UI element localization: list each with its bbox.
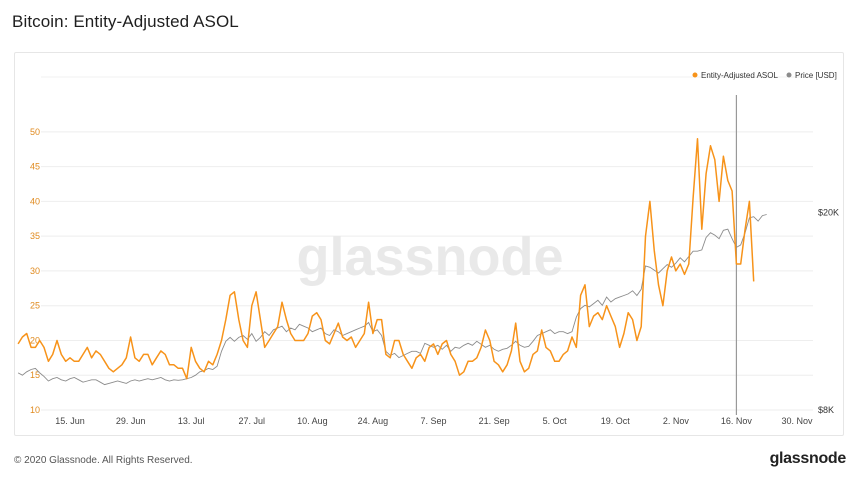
y-left-tick-label: 25 (30, 301, 40, 311)
copyright-text: © 2020 Glassnode. All Rights Reserved. (14, 455, 193, 466)
legend-label-price: Price [USD] (795, 71, 837, 80)
page-title: Bitcoin: Entity-Adjusted ASOL (12, 12, 239, 31)
y-left-tick-label: 15 (30, 370, 40, 380)
series-line-price (17, 214, 767, 386)
x-tick-label: 15. Jun (55, 416, 85, 426)
y-left-tick-label: 40 (30, 196, 40, 206)
y-left-tick-label: 45 (30, 162, 40, 172)
y-left-tick-label: 50 (30, 127, 40, 137)
x-tick-label: 5. Oct (543, 416, 568, 426)
x-tick-label: 2. Nov (663, 416, 690, 426)
x-tick-label: 16. Nov (721, 416, 753, 426)
y-left-tick-label: 10 (30, 405, 40, 415)
y-left-tick-label: 30 (30, 266, 40, 276)
y-left-tick-label: 35 (30, 231, 40, 241)
legend-swatch-asol (692, 72, 698, 78)
x-tick-label: 19. Oct (601, 416, 631, 426)
watermark: glassnode (296, 227, 563, 287)
x-tick-label: 29. Jun (116, 416, 146, 426)
y-right-tick-label: $20K (818, 207, 839, 217)
y-right-tick-label: $8K (818, 405, 834, 415)
legend-label-asol: Entity-Adjusted ASOL (701, 71, 778, 80)
chart: 10 15 20 25 30 35 40 45 50 glassnode 15. Jun 29. Ju… (17, 71, 839, 426)
x-tick-label: 10. Aug (297, 416, 328, 426)
legend-swatch-price (786, 72, 792, 78)
x-tick-label: 13. Jul (178, 416, 205, 426)
x-tick-label: 21. Sep (479, 416, 510, 426)
glassnode-logo[interactable]: glassnode (769, 450, 847, 467)
x-tick-label: 7. Sep (420, 416, 446, 426)
x-tick-label: 27. Jul (238, 416, 265, 426)
x-tick-label: 30. Nov (781, 416, 813, 426)
series-line-asol (17, 138, 755, 380)
x-tick-label: 24. Aug (358, 416, 389, 426)
chart-card: 10 15 20 25 30 35 40 45 50 glassnode 15. Jun 29. Ju… (14, 52, 844, 436)
y-left-tick-label: 20 (30, 335, 40, 345)
